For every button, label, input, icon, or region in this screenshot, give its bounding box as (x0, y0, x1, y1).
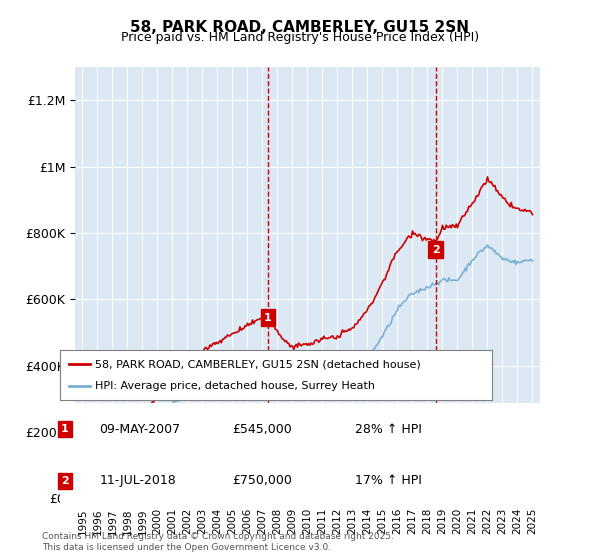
Text: HPI: Average price, detached house, Surrey Heath: HPI: Average price, detached house, Surr… (95, 381, 374, 391)
Text: 1: 1 (61, 424, 69, 434)
Text: Price paid vs. HM Land Registry's House Price Index (HPI): Price paid vs. HM Land Registry's House … (121, 31, 479, 44)
Text: 09-MAY-2007: 09-MAY-2007 (100, 423, 181, 436)
Text: 11-JUL-2018: 11-JUL-2018 (100, 474, 176, 487)
Text: 28% ↑ HPI: 28% ↑ HPI (355, 423, 422, 436)
Text: 2: 2 (61, 476, 69, 486)
Text: £750,000: £750,000 (232, 474, 292, 487)
Text: Contains HM Land Registry data © Crown copyright and database right 2025.
This d: Contains HM Land Registry data © Crown c… (42, 532, 394, 552)
Text: 2: 2 (432, 245, 439, 255)
Text: £545,000: £545,000 (232, 423, 292, 436)
Text: 58, PARK ROAD, CAMBERLEY, GU15 2SN: 58, PARK ROAD, CAMBERLEY, GU15 2SN (131, 20, 470, 35)
Text: 58, PARK ROAD, CAMBERLEY, GU15 2SN (detached house): 58, PARK ROAD, CAMBERLEY, GU15 2SN (deta… (95, 359, 421, 369)
Text: 1: 1 (264, 312, 272, 323)
Text: 17% ↑ HPI: 17% ↑ HPI (355, 474, 422, 487)
